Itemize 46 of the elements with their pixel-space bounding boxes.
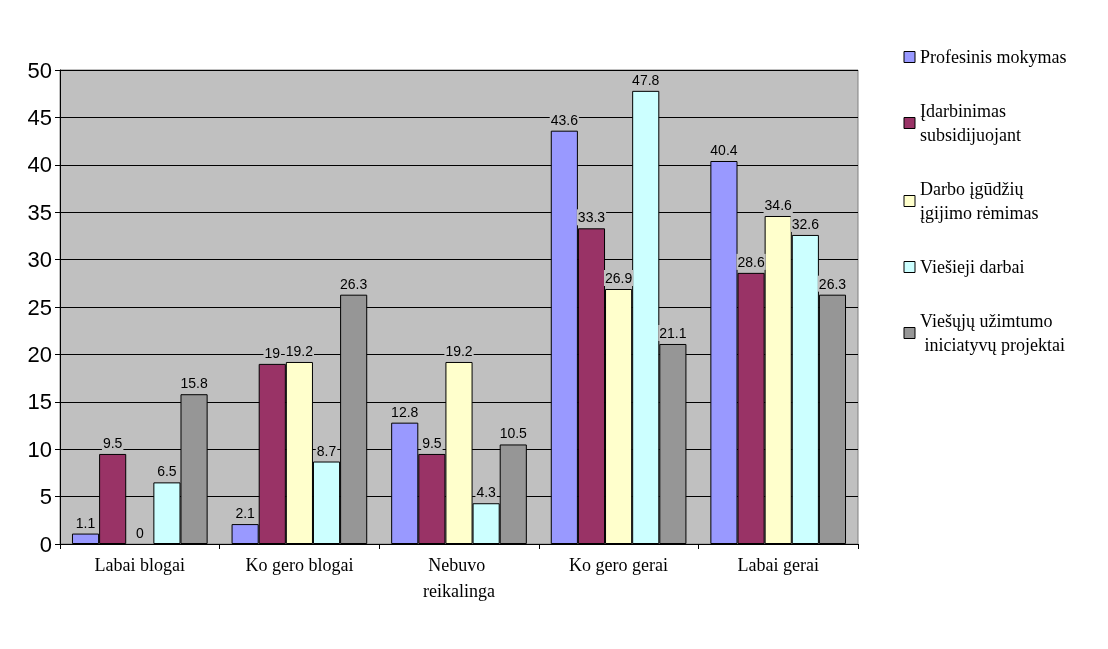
y-tick-label: 0 (39, 531, 52, 557)
legend-label: Viešųjų užimtumo iniciatyvų projektai (920, 311, 1065, 355)
y-tick-label: 5 (39, 484, 52, 510)
legend-label: Viešieji darbai (920, 257, 1025, 277)
data-label: 0 (135, 525, 144, 541)
data-label: 28.6 (737, 253, 765, 270)
data-label: 47.8 (632, 71, 660, 88)
y-tick-label: 50 (27, 57, 52, 83)
data-label: 9.5 (102, 434, 123, 451)
data-label: 32.6 (791, 215, 820, 232)
y-tick-label: 30 (27, 247, 52, 273)
data-label: 26.3 (818, 275, 847, 292)
data-label: 6.5 (157, 463, 177, 480)
y-tick-label: 15 (27, 389, 52, 415)
data-label: 21.1 (659, 324, 687, 341)
x-tick-label: Ko gero gerai (569, 555, 669, 575)
x-tick-label: Nebuvo reikalinga (423, 555, 495, 601)
x-tick-label: Labai gerai (737, 555, 819, 575)
data-label: 19.2 (445, 342, 473, 359)
y-tick-label: 40 (27, 152, 52, 178)
y-tick-label: 45 (27, 104, 52, 130)
data-label: 26.3 (340, 275, 368, 292)
y-tick-label: 10 (27, 436, 52, 462)
data-label: 1.1 (75, 514, 96, 531)
data-label: 19.2 (285, 342, 314, 359)
x-tick-label: Ko gero blogai (245, 555, 354, 575)
data-label: 19 (264, 344, 281, 361)
y-tick-label: 35 (27, 199, 52, 225)
data-label: 12.8 (391, 403, 419, 420)
legend-label: Darbo įgūdžių įgijimo rėmimas (920, 179, 1039, 223)
x-tick-label: Labai blogai (94, 555, 186, 575)
legend-label: Profesinis mokymas (920, 47, 1067, 67)
data-label: 40.4 (710, 142, 738, 159)
data-label: 9.5 (422, 434, 442, 451)
data-label: 8.7 (316, 442, 337, 459)
legend-label: Įdarbinimas subsidijuojant (920, 101, 1022, 145)
data-label: 26.9 (604, 269, 633, 286)
y-tick-label: 20 (27, 341, 52, 367)
data-label: 15.8 (180, 375, 208, 392)
y-tick-label: 25 (27, 294, 52, 320)
data-label: 34.6 (764, 196, 793, 213)
data-label: 33.3 (577, 209, 606, 226)
data-label: 43.6 (550, 111, 579, 128)
data-label: 4.3 (476, 484, 497, 501)
data-label: 10.5 (499, 425, 528, 442)
data-label: 2.1 (235, 505, 256, 522)
